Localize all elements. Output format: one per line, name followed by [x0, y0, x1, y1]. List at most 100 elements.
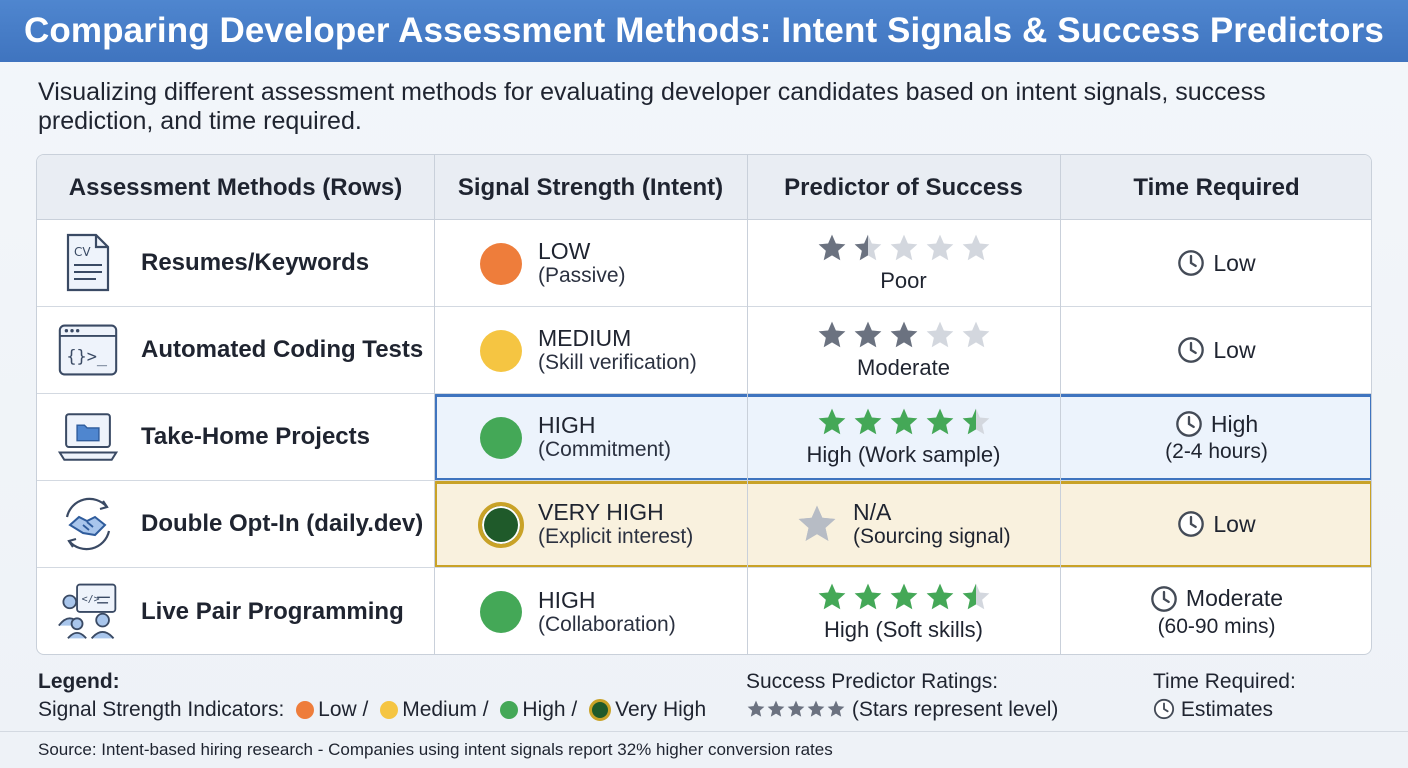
star-icon	[926, 234, 953, 261]
time-cell: Low	[1060, 220, 1371, 306]
predictor-rating: High (Work sample)	[747, 406, 1060, 468]
na-star-icon	[798, 505, 836, 541]
signal-text: LOW (Passive)	[538, 220, 626, 306]
low-dot-icon	[296, 701, 315, 719]
star-icon	[818, 234, 845, 261]
predictor-cell: N/A (Sourcing signal)	[747, 481, 1060, 567]
signal-cell: LOW (Passive)	[434, 220, 747, 306]
header-methods: Assessment Methods (Rows)	[68, 173, 403, 201]
legend-success-title: Success Predictor Ratings:	[746, 670, 999, 693]
clock-icon	[1153, 698, 1175, 721]
predictor-label: Poor	[880, 268, 927, 293]
laptop-folder-icon	[57, 406, 119, 468]
signal-text: VERY HIGH (Explicit interest)	[538, 481, 693, 567]
legend-time-title: Time Required:	[1153, 670, 1296, 693]
time-cell: Moderate (60-90 mins)	[1060, 568, 1371, 654]
title-bar: Comparing Developer Assessment Methods: …	[0, 0, 1408, 62]
table-row: </> Live Pair Programming HIGH (Collaborati…	[37, 568, 1371, 654]
predictor-label: High (Work sample)	[806, 442, 1001, 467]
legend-title: Legend:	[38, 670, 120, 693]
method-label: Live Pair Programming	[141, 597, 404, 625]
method-label: Automated Coding Tests	[141, 336, 424, 363]
method-label: Double Opt-In (daily.dev)	[141, 510, 424, 537]
star-icon	[962, 321, 989, 348]
signal-description: (Passive)	[538, 264, 626, 287]
time-detail: (60-90 mins)	[1157, 614, 1276, 638]
legend-signal-row: Signal Strength Indicators: Low / Medium…	[38, 696, 706, 724]
time-value: High	[1210, 410, 1259, 437]
star-icon	[787, 700, 805, 717]
comparison-table: Assessment Methods (Rows) Signal Strengt…	[36, 154, 1372, 655]
star-icon	[807, 700, 825, 717]
predictor-rating: High (Soft skills)	[747, 581, 1060, 643]
signal-level: HIGH	[538, 412, 596, 438]
star-rating	[816, 232, 992, 264]
table-row: Take-Home Projects HIGH (Commitment) High (…	[37, 394, 1371, 481]
star-icon	[926, 321, 953, 348]
legend-success-row: (Stars represent level)	[746, 696, 1058, 724]
signal-description: (Explicit interest)	[538, 525, 694, 548]
method-cell: CV Resumes/Keywords	[37, 220, 434, 306]
star-icon	[890, 583, 917, 609]
signal-description: (Collaboration)	[538, 612, 676, 636]
signal-cell: HIGH (Collaboration)	[434, 568, 747, 654]
header-signal: Signal Strength (Intent)	[457, 173, 724, 201]
signal-text: MEDIUM (Skill verification)	[538, 307, 697, 393]
signal-text: HIGH (Commitment)	[538, 394, 671, 480]
subtitle: Visualizing different assessment methods…	[38, 78, 1266, 135]
predictor-label: (Sourcing signal)	[853, 525, 1011, 548]
table-header: Assessment Methods (Rows) Signal Strengt…	[37, 155, 1371, 220]
star-icon	[767, 700, 785, 717]
star-icon	[818, 408, 845, 435]
footer-divider	[0, 731, 1408, 732]
predictor-cell: High (Work sample)	[747, 394, 1060, 480]
column-divider	[434, 155, 435, 654]
legend-very-high: Very High	[615, 698, 707, 721]
method-cell: Double Opt-In (daily.dev)	[37, 481, 434, 567]
clock-icon	[1176, 411, 1202, 437]
signal-cell: VERY HIGH (Explicit interest)	[434, 481, 747, 567]
method-cell: </> Live Pair Programming	[37, 568, 434, 654]
signal-dot-icon	[480, 329, 522, 372]
signal-dot-icon	[480, 590, 522, 633]
page-title: Comparing Developer Assessment Methods: …	[24, 11, 1384, 50]
clock-icon	[1178, 511, 1205, 537]
very-high-dot-icon	[589, 699, 612, 721]
signal-dot-icon	[478, 501, 524, 548]
clock-icon	[1151, 585, 1177, 612]
legend-signal-label: Signal Strength Indicators:	[38, 698, 285, 721]
clock-icon	[1153, 698, 1175, 720]
legend-high: High /	[522, 698, 578, 721]
signal-description: (Skill verification)	[538, 351, 697, 374]
star-icon	[827, 700, 845, 717]
star-rating	[816, 581, 992, 613]
predictor-cell: High (Soft skills)	[747, 568, 1060, 654]
signal-text: HIGH (Collaboration)	[538, 568, 676, 654]
star-icon	[818, 321, 845, 348]
legend-time-row: Estimates	[1153, 696, 1296, 724]
resume-cv-icon: CV	[57, 232, 119, 294]
time-cell: Low	[1060, 307, 1371, 393]
star-icon	[926, 408, 953, 435]
predictor-rating: Moderate	[747, 319, 1060, 381]
signal-level: HIGH	[538, 586, 596, 613]
star-icon	[926, 583, 953, 609]
star-icon	[890, 321, 917, 348]
star-icon	[962, 408, 989, 435]
code-window-icon: {}>_	[57, 319, 119, 381]
clock-icon	[1178, 250, 1205, 276]
predictor-label: Moderate	[857, 355, 950, 380]
high-dot-icon	[500, 701, 519, 719]
table-row: Double Opt-In (daily.dev) VERY HIGH (Expli…	[37, 481, 1371, 568]
signal-cell: HIGH (Commitment)	[434, 394, 747, 480]
signal-level: VERY HIGH	[538, 499, 664, 525]
svg-text:</>: </>	[82, 594, 100, 605]
predictor-cell: Poor	[747, 220, 1060, 306]
star-icon	[854, 583, 881, 609]
svg-text:{}>_: {}>_	[66, 346, 108, 366]
medium-dot-icon	[380, 701, 399, 719]
column-divider	[1060, 155, 1061, 654]
signal-cell: MEDIUM (Skill verification)	[434, 307, 747, 393]
table-row: {}>_ Automated Coding Tests MEDIUM (Skill v…	[37, 307, 1371, 394]
time-cell: Low	[1060, 481, 1371, 567]
